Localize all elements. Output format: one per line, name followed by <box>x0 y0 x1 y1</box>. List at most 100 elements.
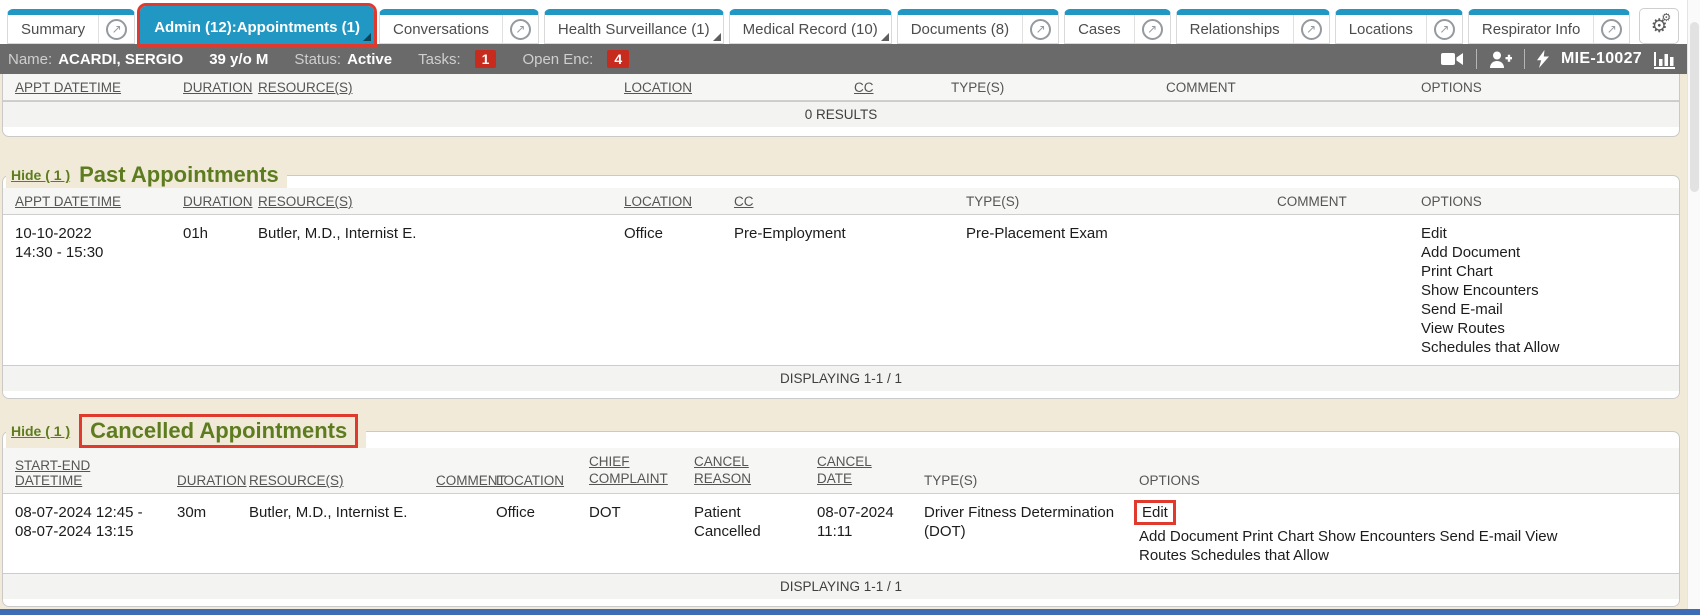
tab-locations[interactable]: Locations ↗ <box>1334 9 1463 44</box>
sort-appt-datetime[interactable]: APPT DATETIME <box>15 194 122 209</box>
header-options: OPTIONS <box>1421 194 1482 209</box>
duration-cell: 30m <box>169 493 241 573</box>
option-show-encounters[interactable]: Show Encounters <box>1317 528 1436 545</box>
sort-cancel-reason[interactable]: CANCEL REASON <box>686 448 809 494</box>
sort-comment[interactable]: COMMENT <box>436 473 506 488</box>
sort-location[interactable]: LOCATION <box>624 80 693 95</box>
comment-cell <box>428 493 488 573</box>
sort-cc[interactable]: CC <box>854 80 874 95</box>
option-add-document[interactable]: Add Document <box>1139 528 1239 545</box>
option-print-chart[interactable]: Print Chart <box>1421 263 1493 280</box>
option-send-email[interactable]: Send E-mail <box>1439 528 1522 545</box>
patient-name: ACARDI, SERGIO <box>58 50 184 68</box>
popout-arrow-icon: ↗ <box>1300 18 1322 40</box>
tab-respirator-info[interactable]: Respirator Info ↗ <box>1467 9 1631 44</box>
sort-cc[interactable]: CC <box>734 194 754 209</box>
sort-duration[interactable]: DURATION <box>177 473 247 488</box>
hide-past-link[interactable]: Hide ( 1 ) <box>11 167 71 183</box>
sort-location[interactable]: LOCATION <box>624 194 693 209</box>
lightning-bolt-icon[interactable] <box>1537 50 1550 68</box>
option-add-document[interactable]: Add Document <box>1421 244 1521 261</box>
past-section-title: Past Appointments <box>79 162 279 187</box>
tasks-count-badge[interactable]: 1 <box>474 50 497 68</box>
chart-tab-bar: Summary ↗ Admin (12):Appointments (1) Co… <box>0 0 1700 47</box>
comment-cell <box>1269 214 1413 365</box>
tab-summary[interactable]: Summary ↗ <box>7 9 136 44</box>
tab-medical-record[interactable]: Medical Record (10) <box>728 9 892 44</box>
sort-resources[interactable]: RESOURCE(S) <box>258 80 353 95</box>
sort-start-end-datetime[interactable]: START-END DATETIME <box>15 458 91 488</box>
option-view-routes[interactable]: View Routes <box>1139 528 1558 564</box>
divider <box>1476 49 1478 69</box>
paging-status: DISPLAYING 1-1 / 1 <box>3 365 1679 391</box>
bar-chart-icon[interactable] <box>1654 50 1678 69</box>
open-enc-count-badge[interactable]: 4 <box>607 50 630 68</box>
tasks-label: Tasks: <box>418 50 461 68</box>
upcoming-appointments-section: APPT DATETIME DURATION RESOURCE(S) LOCAT… <box>2 74 1680 137</box>
table-header-row: APPT DATETIME DURATION RESOURCE(S) LOCAT… <box>3 74 1679 101</box>
video-camera-icon[interactable] <box>1441 51 1464 67</box>
popout-arrow-icon: ↗ <box>1433 18 1455 40</box>
popout-button[interactable]: ↗ <box>98 15 134 43</box>
sort-location[interactable]: LOCATION <box>496 473 565 488</box>
hide-cancelled-link[interactable]: Hide ( 1 ) <box>11 423 71 439</box>
sort-resources[interactable]: RESOURCE(S) <box>258 194 353 209</box>
popout-button[interactable]: ↗ <box>1022 15 1058 43</box>
popout-button[interactable]: ↗ <box>1425 15 1462 43</box>
cancelled-appointments-table: START-END DATETIME DURATION RESOURCE(S) … <box>3 448 1679 573</box>
add-person-icon[interactable] <box>1489 51 1513 68</box>
status-label: Status: <box>294 50 342 68</box>
header-types: TYPE(S) <box>924 473 978 488</box>
bottom-edge <box>0 609 1700 615</box>
popout-button[interactable]: ↗ <box>501 15 538 43</box>
name-label: Name: <box>8 50 53 68</box>
scrollbar-thumb[interactable] <box>1690 22 1699 192</box>
sort-cancel-date[interactable]: CANCEL DATE <box>809 448 916 494</box>
sort-chief-complaint[interactable]: CHIEF COMPLAINT <box>581 448 686 494</box>
types-cell: Pre-Placement Exam <box>958 214 1269 365</box>
appointments-page: APPT DATETIME DURATION RESOURCE(S) LOCAT… <box>0 74 1700 615</box>
popout-button[interactable]: ↗ <box>1593 15 1629 43</box>
popout-button[interactable]: ↗ <box>1133 15 1170 43</box>
location-cell: Office <box>488 493 581 573</box>
sort-duration[interactable]: DURATION <box>183 194 253 209</box>
options-cell: Edit Add Document Print Chart Show Encount… <box>1131 493 1679 573</box>
option-edit[interactable]: Edit <box>1134 500 1176 525</box>
chief-complaint-cell: DOT <box>581 493 686 573</box>
tab-admin-appointments[interactable]: Admin (12):Appointments (1) <box>137 3 378 47</box>
table-header-row: APPT DATETIME DURATION RESOURCE(S) LOCAT… <box>3 188 1679 215</box>
tab-relationships[interactable]: Relationships ↗ <box>1175 9 1330 44</box>
table-row: 08-07-2024 12:45 - 08-07-2024 13:15 30m … <box>3 493 1679 573</box>
dropdown-corner-icon <box>712 33 721 41</box>
option-schedules-that-allow[interactable]: Schedules that Allow <box>1421 339 1560 356</box>
option-schedules-that-allow[interactable]: Schedules that Allow <box>1190 547 1329 564</box>
sort-duration[interactable]: DURATION <box>183 80 253 95</box>
vertical-scrollbar[interactable] <box>1687 0 1700 615</box>
cancelled-appointments-legend: Hide ( 1 ) Cancelled Appointments <box>6 414 367 448</box>
types-cell: Driver Fitness Determination (DOT) <box>916 493 1131 573</box>
option-send-email[interactable]: Send E-mail <box>1421 301 1503 318</box>
table-row: 10-10-2022 14:30 - 15:30 01h Butler, M.D… <box>3 214 1679 365</box>
resources-cell: Butler, M.D., Internist E. <box>250 214 616 365</box>
option-print-chart[interactable]: Print Chart <box>1242 528 1314 545</box>
tab-documents[interactable]: Documents (8) ↗ <box>896 9 1060 44</box>
paging-status: DISPLAYING 1-1 / 1 <box>3 573 1679 599</box>
tab-health-surveillance[interactable]: Health Surveillance (1) <box>543 9 724 44</box>
cancelled-appointments-section: Hide ( 1 ) Cancelled Appointments START-… <box>2 414 1680 607</box>
sort-appt-datetime[interactable]: APPT DATETIME <box>15 80 122 95</box>
settings-button[interactable]: ⚙ ⚙ <box>1639 8 1680 44</box>
tab-conversations[interactable]: Conversations ↗ <box>379 9 539 44</box>
header-options: OPTIONS <box>1139 473 1200 488</box>
popout-arrow-icon: ↗ <box>1601 18 1623 40</box>
popout-arrow-icon: ↗ <box>1141 18 1163 40</box>
option-edit[interactable]: Edit <box>1421 225 1447 242</box>
tab-cases[interactable]: Cases ↗ <box>1064 9 1171 44</box>
location-cell: Office <box>616 214 726 365</box>
option-view-routes[interactable]: View Routes <box>1421 320 1505 337</box>
sort-resources[interactable]: RESOURCE(S) <box>249 473 344 488</box>
cancel-date-cell: 08-07-2024 11:11 <box>809 493 916 573</box>
popout-button[interactable]: ↗ <box>1292 15 1329 43</box>
options-cell: Edit Add Document Print Chart Show Encou… <box>1413 214 1679 365</box>
option-show-encounters[interactable]: Show Encounters <box>1421 282 1539 299</box>
patient-age-sex: 39 y/o M <box>209 50 269 68</box>
